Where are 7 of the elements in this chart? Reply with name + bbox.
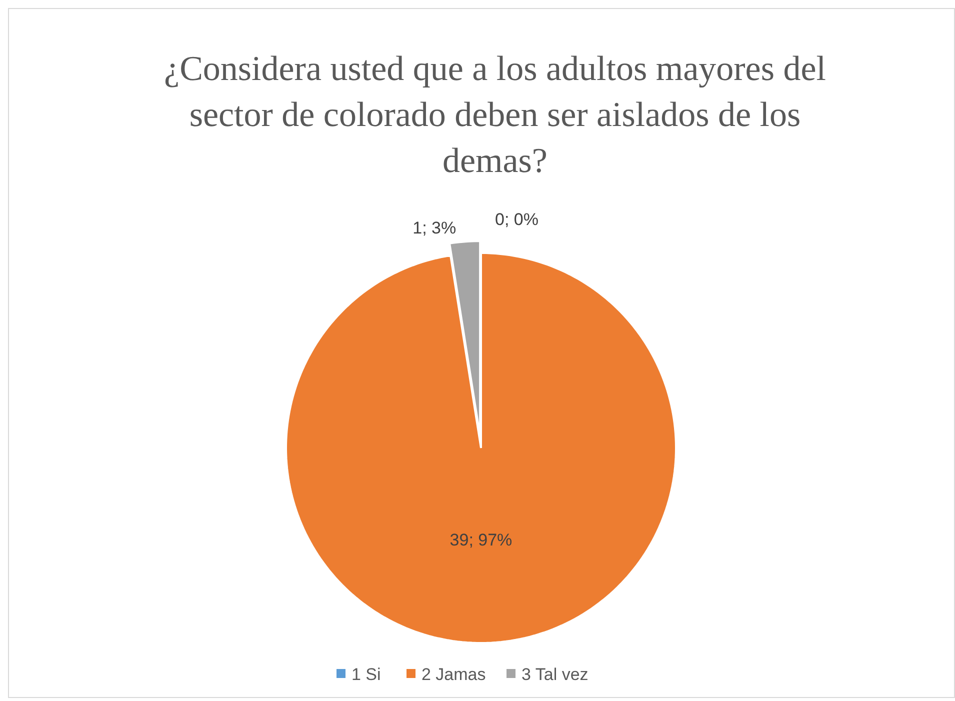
chart-title: ¿Considera usted que a los adultos mayores del sector de colorado deben ser aislados de los demas? xyxy=(164,49,826,180)
legend-label: 1 Si xyxy=(352,665,381,684)
legend-label: 3 Tal vez xyxy=(522,665,588,684)
text: 0; 0% xyxy=(495,210,538,229)
data-label: 1; 3% xyxy=(412,218,456,238)
legend-label: 2 Jamas xyxy=(422,665,486,684)
data-label: 39; 97% xyxy=(450,530,512,550)
